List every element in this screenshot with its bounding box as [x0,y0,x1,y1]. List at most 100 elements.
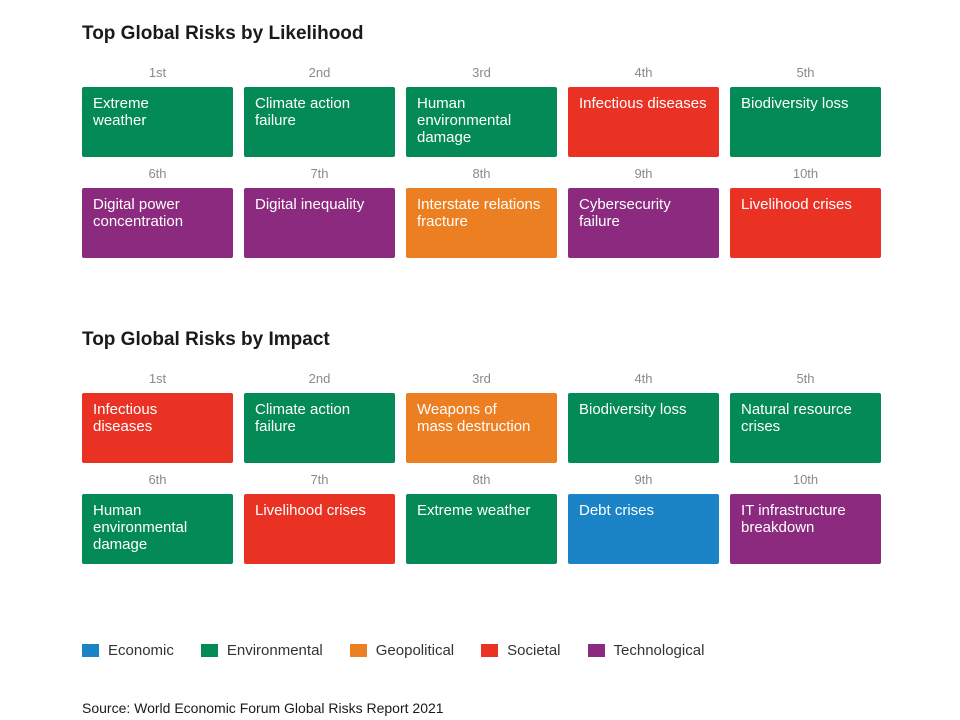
legend-item-technological: Technological [587,642,705,659]
risk-label-line: environmental [93,519,188,536]
rank-label: 3rd [472,65,491,80]
risk-label-line: crises [741,418,781,435]
legend-item-societal: Societal [481,642,561,659]
legend-swatch [82,644,99,657]
risk-box: Livelihood crises [730,188,881,258]
impact-risk-cell: 1st Infectious diseases [82,370,233,463]
risk-box: Interstate relations fracture [406,188,557,258]
risk-label-line: Natural resource [741,401,852,418]
impact-title-rest: by Impact [235,329,330,350]
legend-item-geopolitical: Geopolitical [349,642,455,659]
impact-section: Top Global Risks by Impact 1st Infectious… [82,328,882,564]
likelihood-risk-cell: 9th Cybersecurity failure [568,165,719,258]
impact-risk-cell: 4th Biodiversity loss [568,370,719,463]
legend-label: Geopolitical [375,642,455,659]
likelihood-risk-cell: 7th Digital inequality [244,165,395,258]
risk-label-line: breakdown [741,519,815,536]
likelihood-risk-cell: 4th Infectious diseases [568,64,719,157]
risk-label-line: Digital inequality [255,196,365,213]
legend-item-environmental: Environmental [200,642,323,659]
impact-risk-cell: 7th Livelihood crises [244,471,395,564]
rank-label: 10th [792,166,819,181]
legend-label: Societal [507,642,561,659]
likelihood-risk-cell: 8th Interstate relations fracture [406,165,557,258]
likelihood-section: Top Global Risks by Likelihood 1st Extrem… [82,22,882,258]
risk-label-line: IT infrastructure [741,502,846,519]
rank-label: 8th [472,472,491,487]
risk-label-line: damage [93,536,148,553]
risk-box: Extreme weather [82,87,233,157]
risk-label-line: mass destruction [417,418,531,435]
risk-box: Livelihood crises [244,494,395,564]
risk-label-line: weather [93,112,147,129]
risk-label-line: Infectious [93,401,158,418]
rank-label: 1st [148,65,167,80]
risk-label-line: Human [93,502,142,519]
rank-label: 6th [148,472,167,487]
impact-risk-cell: 6th Human environmental damage [82,471,233,564]
risk-label-line: damage [417,129,472,146]
likelihood-risk-cell: 6th Digital power concentration [82,165,233,258]
legend-label: Environmental [226,642,323,659]
legend-item-economic: Economic [82,642,174,659]
risk-label-line: Extreme weather [417,502,531,519]
risk-box: Infectious diseases [82,393,233,463]
risk-box: Climate action failure [244,87,395,157]
likelihood-risk-cell: 5th Biodiversity loss [730,64,881,157]
impact-title-bold: Top Global Risks [82,329,236,350]
likelihood-title-rest: by Likelihood [235,23,364,44]
risk-box: Infectious diseases [568,87,719,157]
legend: Economic Environmental Geopolitical Societa… [82,642,731,659]
rank-label: 9th [634,166,653,181]
impact-risk-cell: 8th Extreme weather [406,471,557,564]
risk-label-line: Livelihood crises [741,196,852,213]
risk-label-line: failure [255,112,296,129]
risk-box: Debt crises [568,494,719,564]
risk-label-line: failure [255,418,296,435]
risk-label-line: Livelihood crises [255,502,366,519]
risk-box: Human environmental damage [82,494,233,564]
rank-label: 4th [634,65,653,80]
risk-box: Human environmental damage [406,87,557,157]
likelihood-grid: 1st Extreme weather 2nd Climate action failur… [82,64,882,258]
risk-label-line: Human [417,95,466,112]
likelihood-title-bold: Top Global Risks [82,23,236,44]
risk-label-line: Extreme [93,95,149,112]
risk-label-line: Cybersecurity failure [579,196,671,230]
likelihood-title: Top Global Risks by Likelihood [82,22,882,46]
rank-label: 3rd [472,371,491,386]
rank-label: 7th [310,166,329,181]
risk-label-line: Debt crises [579,502,655,519]
risk-label-line: Biodiversity loss [579,401,687,418]
risk-label-line: Weapons of [417,401,497,418]
likelihood-risk-cell: 1st Extreme weather [82,64,233,157]
rank-label: 9th [634,472,653,487]
risk-label-line: environmental [417,112,512,129]
risk-label-line: Digital power [93,196,180,213]
risk-box: Natural resource crises [730,393,881,463]
legend-label: Technological [613,642,705,659]
impact-grid: 1st Infectious diseases 2nd Climate action fa… [82,370,882,564]
risk-box: Climate action failure [244,393,395,463]
rank-label: 10th [792,472,819,487]
rank-label: 4th [634,371,653,386]
risk-box: IT infrastructure breakdown [730,494,881,564]
risk-label-line: Climate action [255,401,351,418]
risk-label-line: fracture [417,213,468,230]
rank-label: 6th [148,166,167,181]
likelihood-risk-cell: 3rd Human environmental damage [406,64,557,157]
risk-box: Digital power concentration [82,188,233,258]
impact-risk-cell: 3rd Weapons of mass destruction [406,370,557,463]
risk-label-line: Biodiversity loss [741,95,849,112]
rank-label: 8th [472,166,491,181]
legend-swatch [200,644,218,657]
risk-box: Biodiversity loss [568,393,719,463]
rank-label: 5th [796,65,815,80]
risk-label-line: concentration [93,213,184,230]
impact-risk-cell: 9th Debt crises [568,471,719,564]
impact-title: Top Global Risks by Impact [82,328,882,352]
legend-swatch [587,644,605,657]
risk-label-line: Infectious diseases [579,95,707,112]
risk-box: Weapons of mass destruction [406,393,557,463]
risk-box: Biodiversity loss [730,87,881,157]
